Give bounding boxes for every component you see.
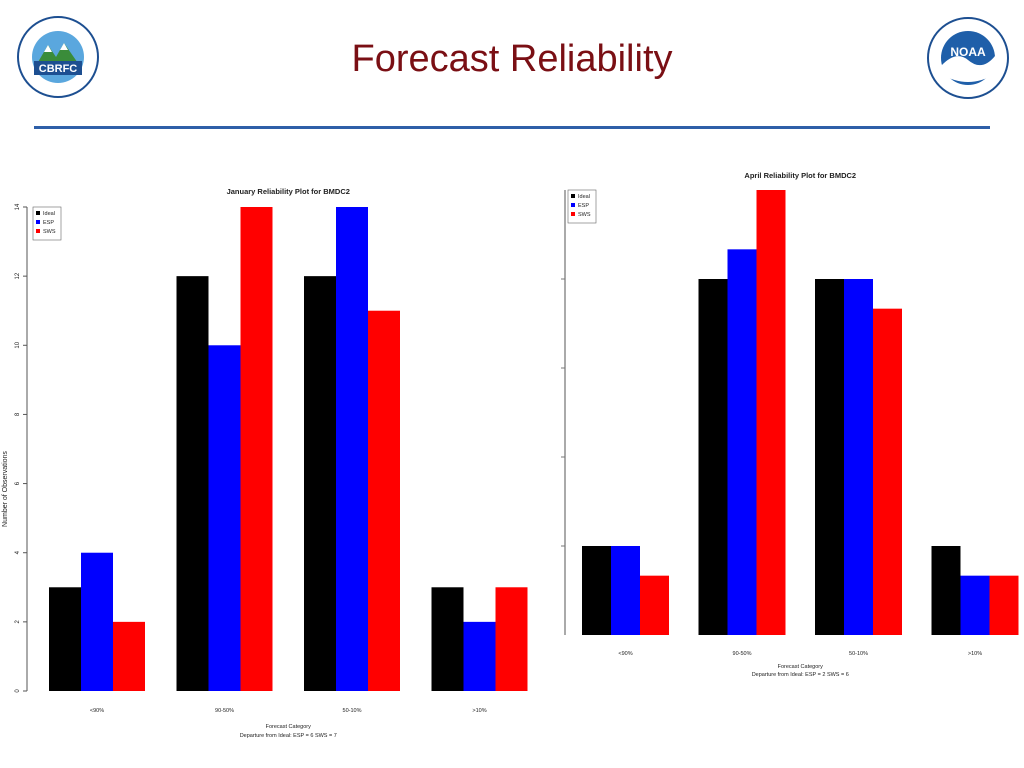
bar-ideal-3 (931, 546, 961, 635)
legend-entry: SWS (43, 229, 56, 235)
bar-esp-1 (208, 345, 241, 691)
bar-sws-3 (495, 587, 528, 691)
bar-sws-1 (240, 207, 273, 691)
legend-swatch (571, 194, 575, 198)
y-axis-label: Number of Observations (2, 451, 9, 527)
bar-ideal-2 (815, 279, 844, 635)
bar-esp-0 (81, 552, 113, 691)
legend-swatch (36, 211, 40, 215)
cbrfc-logo: CBRFC (16, 15, 100, 99)
y-tick-label: 2 (15, 620, 21, 624)
category-label: >10% (472, 708, 486, 714)
x-axis-note: Departure from Ideal: ESP = 2 SWS = 6 (752, 672, 849, 678)
bar-esp-1 (727, 249, 757, 636)
bar-sws-1 (756, 190, 786, 635)
category-label: <90% (618, 651, 632, 657)
category-label: 50-10% (849, 651, 868, 657)
bar-ideal-2 (304, 276, 336, 691)
category-label: >10% (968, 651, 982, 657)
x-axis-label: Forecast Category (778, 664, 823, 670)
y-tick-label: 4 (15, 550, 21, 554)
legend-swatch (571, 203, 575, 207)
category-label: 50-10% (343, 708, 362, 714)
x-axis-note: Departure from Ideal: ESP = 6 SWS = 7 (240, 733, 337, 739)
x-axis-label: Forecast Category (266, 724, 311, 730)
bar-sws-3 (989, 575, 1019, 635)
legend-swatch (36, 229, 40, 233)
bar-ideal-3 (431, 587, 464, 691)
bar-ideal-1 (698, 279, 728, 635)
bar-ideal-1 (176, 276, 209, 691)
legend-entry: Ideal (578, 194, 590, 200)
bar-sws-0 (640, 575, 669, 635)
y-tick-label: 8 (15, 412, 21, 416)
title-divider (34, 126, 990, 129)
legend-entry: ESP (578, 203, 589, 209)
category-label: 90-50% (733, 651, 752, 657)
noaa-logo: NOAA (926, 16, 1010, 100)
legend-swatch (36, 220, 40, 224)
noaa-logo-text: NOAA (950, 45, 986, 59)
legend-entry: SWS (578, 212, 591, 218)
bar-esp-2 (336, 207, 368, 691)
bar-esp-0 (611, 546, 640, 635)
y-tick-label: 10 (15, 341, 21, 348)
y-tick-label: 14 (15, 203, 21, 210)
bar-esp-3 (960, 575, 990, 635)
bar-esp-3 (463, 621, 496, 691)
bar-sws-0 (113, 621, 145, 691)
category-label: 90-50% (215, 708, 234, 714)
cbrfc-logo-text: CBRFC (39, 63, 78, 75)
bar-sws-2 (368, 310, 400, 691)
bar-esp-2 (844, 279, 873, 635)
legend-swatch (571, 212, 575, 216)
legend-entry: Ideal (43, 211, 55, 217)
legend-entry: ESP (43, 220, 54, 226)
chart-title: January Reliability Plot for BMDC2 (227, 187, 350, 196)
bar-sws-2 (873, 308, 902, 635)
category-label: <90% (90, 708, 104, 714)
bar-ideal-0 (582, 546, 611, 635)
y-tick-label: 6 (15, 481, 21, 485)
bar-ideal-0 (49, 587, 81, 691)
slide-title: Forecast Reliability (351, 38, 673, 80)
y-tick-label: 0 (15, 689, 21, 693)
y-tick-label: 12 (15, 272, 21, 279)
chart-title: April Reliability Plot for BMDC2 (744, 171, 856, 180)
